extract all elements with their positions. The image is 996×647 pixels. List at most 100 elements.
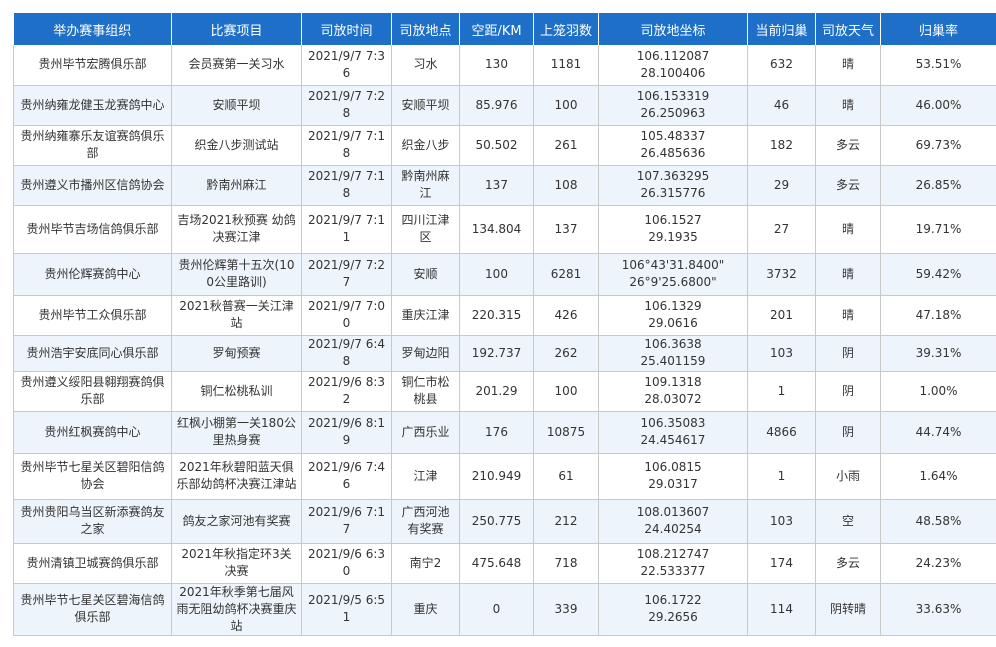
latitude-value: 28.03072 <box>644 392 702 406</box>
longitude-value: 106.112087 <box>636 48 710 63</box>
release-time-cell: 2021/9/6 7:17 <box>301 499 392 544</box>
latitude-value: 29.1935 <box>648 230 698 244</box>
table-header-row: 举办赛事组织 比赛项目 司放时间 司放地点 空距/KM 上笼羽数 司放地坐标 当前归巢 司放天气… <box>13 13 996 45</box>
release-place-cell: 南宁2 <box>391 543 460 584</box>
race-table-container: 举办赛事组织 比赛项目 司放时间 司放地点 空距/KM 上笼羽数 司放地坐标 当前归巢 司放天气… <box>13 13 996 636</box>
coordinates-cell: 106.1527 29.1935 <box>598 205 748 254</box>
distance-cell: 210.949 <box>459 453 534 500</box>
table-row: 贵州纳雍寨乐友谊赛鸽俱乐部 织金八步测试站 2021/9/7 7:18 织金八步 50.… <box>13 125 996 166</box>
weather-cell: 晴 <box>815 253 881 296</box>
coordinates-cell: 108.013607 24.40254 <box>598 499 748 544</box>
longitude-value: 106.0815 <box>644 460 702 474</box>
table-row: 贵州毕节吉场信鸽俱乐部 吉场2021秋预赛 幼鸽决赛江津 2021/9/7 7:11… <box>13 205 996 254</box>
organizer-cell: 贵州浩宇安底同心俱乐部 <box>13 335 172 372</box>
weather-cell: 阴 <box>815 335 881 372</box>
weather-cell: 多云 <box>815 543 881 584</box>
return-rate-cell: 1.64% <box>880 453 996 500</box>
distance-cell: 50.502 <box>459 125 534 166</box>
weather-cell: 多云 <box>815 125 881 166</box>
weather-cell: 阴 <box>815 411 881 454</box>
longitude-value: 106.1722 <box>644 593 702 607</box>
birds-cell: 339 <box>533 583 599 636</box>
distance-cell: 192.737 <box>459 335 534 372</box>
organizer-cell: 贵州纳雍龙健玉龙赛鸽中心 <box>13 85 172 126</box>
distance-cell: 134.804 <box>459 205 534 254</box>
returned-cell: 114 <box>747 583 816 636</box>
event-cell: 会员赛第一关习水 <box>171 45 302 86</box>
release-time-cell: 2021/9/6 6:30 <box>301 543 392 584</box>
release-time-cell: 2021/9/5 6:51 <box>301 583 392 636</box>
organizer-cell: 贵州毕节宏腾俱乐部 <box>13 45 172 86</box>
column-header-release-time: 司放时间 <box>301 13 392 45</box>
organizer-cell: 贵州毕节七星关区碧海信鸽俱乐部 <box>13 583 172 636</box>
coordinates-cell: 106.1722 29.2656 <box>598 583 748 636</box>
distance-cell: 176 <box>459 411 534 454</box>
birds-cell: 262 <box>533 335 599 372</box>
table-row: 贵州毕节七星关区碧阳信鸽协会 2021年秋碧阳蓝天俱乐部幼鸽杯决赛江津站 2021/… <box>13 453 996 500</box>
table-row: 贵州浩宇安底同心俱乐部 罗甸预赛 2021/9/7 6:48 罗甸边阳 192.737 2… <box>13 335 996 372</box>
distance-cell: 85.976 <box>459 85 534 126</box>
distance-cell: 100 <box>459 253 534 296</box>
column-header-event: 比赛项目 <box>171 13 302 45</box>
coordinates-cell: 106.112087 28.100406 <box>598 45 748 86</box>
release-place-cell: 广西乐业 <box>391 411 460 454</box>
returned-cell: 3732 <box>747 253 816 296</box>
weather-cell: 空 <box>815 499 881 544</box>
birds-cell: 100 <box>533 371 599 412</box>
distance-cell: 475.648 <box>459 543 534 584</box>
organizer-cell: 贵州毕节吉场信鸽俱乐部 <box>13 205 172 254</box>
release-time-cell: 2021/9/6 8:19 <box>301 411 392 454</box>
birds-cell: 426 <box>533 295 599 336</box>
returned-cell: 46 <box>747 85 816 126</box>
return-rate-cell: 48.58% <box>880 499 996 544</box>
coordinates-cell: 105.48337 26.485636 <box>598 125 748 166</box>
table-body: 贵州毕节宏腾俱乐部 会员赛第一关习水 2021/9/7 7:36 习水 130 1181 1… <box>13 45 996 636</box>
birds-cell: 6281 <box>533 253 599 296</box>
table-row: 贵州红枫赛鸽中心 红枫小棚第一关180公里热身赛 2021/9/6 8:19 广西乐业… <box>13 411 996 454</box>
birds-cell: 137 <box>533 205 599 254</box>
event-cell: 罗甸预赛 <box>171 335 302 372</box>
event-cell: 安顺平坝 <box>171 85 302 126</box>
returned-cell: 1 <box>747 453 816 500</box>
release-time-cell: 2021/9/7 6:48 <box>301 335 392 372</box>
birds-cell: 61 <box>533 453 599 500</box>
weather-cell: 晴 <box>815 295 881 336</box>
longitude-value: 109.1318 <box>644 375 702 389</box>
coordinates-cell: 106.0815 29.0317 <box>598 453 748 500</box>
release-place-cell: 重庆江津 <box>391 295 460 336</box>
event-cell: 2021年秋季第七届风雨无阻幼鸽杯决赛重庆站 <box>171 583 302 636</box>
distance-cell: 137 <box>459 165 534 206</box>
birds-cell: 100 <box>533 85 599 126</box>
coordinates-cell: 106.35083 24.454617 <box>598 411 748 454</box>
longitude-value: 105.48337 <box>640 129 706 143</box>
table-row: 贵州纳雍龙健玉龙赛鸽中心 安顺平坝 2021/9/7 7:28 安顺平坝 85.976 1… <box>13 85 996 126</box>
longitude-value: 108.212747 <box>636 547 710 561</box>
column-header-returned: 当前归巢 <box>747 13 816 45</box>
release-place-cell: 罗甸边阳 <box>391 335 460 372</box>
return-rate-cell: 59.42% <box>880 253 996 296</box>
organizer-cell: 贵州毕节工众俱乐部 <box>13 295 172 336</box>
return-rate-cell: 39.31% <box>880 335 996 372</box>
column-header-release-place: 司放地点 <box>391 13 460 45</box>
release-place-cell: 重庆 <box>391 583 460 636</box>
event-cell: 2021年秋碧阳蓝天俱乐部幼鸽杯决赛江津站 <box>171 453 302 500</box>
latitude-value: 28.100406 <box>640 65 706 80</box>
coordinates-cell: 108.212747 22.533377 <box>598 543 748 584</box>
event-cell: 红枫小棚第一关180公里热身赛 <box>171 411 302 454</box>
returned-cell: 632 <box>747 45 816 86</box>
return-rate-cell: 19.71% <box>880 205 996 254</box>
distance-cell: 130 <box>459 45 534 86</box>
latitude-value: 29.0616 <box>648 316 698 330</box>
organizer-cell: 贵州伦辉赛鸽中心 <box>13 253 172 296</box>
longitude-value: 106.153319 <box>636 89 710 103</box>
release-time-cell: 2021/9/7 7:11 <box>301 205 392 254</box>
event-cell: 吉场2021秋预赛 幼鸽决赛江津 <box>171 205 302 254</box>
weather-cell: 阴转晴 <box>815 583 881 636</box>
coordinates-cell: 106.153319 26.250963 <box>598 85 748 126</box>
latitude-value: 29.0317 <box>648 477 698 491</box>
column-header-birds: 上笼羽数 <box>533 13 599 45</box>
organizer-cell: 贵州贵阳乌当区新添赛鸽友之家 <box>13 499 172 544</box>
release-time-cell: 2021/9/6 7:46 <box>301 453 392 500</box>
distance-cell: 0 <box>459 583 534 636</box>
return-rate-cell: 47.18% <box>880 295 996 336</box>
